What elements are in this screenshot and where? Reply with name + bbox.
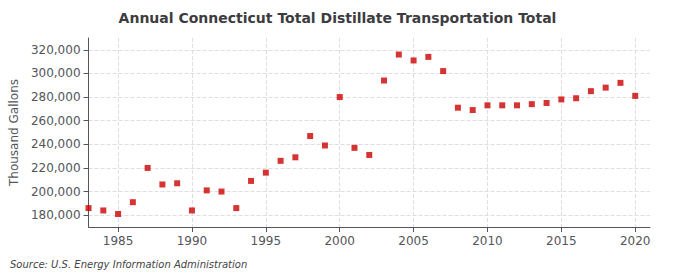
svg-text:320,000: 320,000 bbox=[31, 43, 81, 57]
svg-text:2000: 2000 bbox=[324, 234, 355, 248]
svg-text:200,000: 200,000 bbox=[31, 185, 81, 199]
svg-text:2005: 2005 bbox=[398, 234, 429, 248]
svg-text:260,000: 260,000 bbox=[31, 114, 81, 128]
svg-text:280,000: 280,000 bbox=[31, 90, 81, 104]
svg-text:240,000: 240,000 bbox=[31, 137, 81, 151]
svg-text:1985: 1985 bbox=[103, 234, 134, 248]
svg-text:220,000: 220,000 bbox=[31, 161, 81, 175]
svg-text:300,000: 300,000 bbox=[31, 66, 81, 80]
svg-text:1995: 1995 bbox=[251, 234, 282, 248]
svg-text:Thousand Gallons: Thousand Gallons bbox=[7, 79, 21, 187]
svg-text:1990: 1990 bbox=[177, 234, 208, 248]
svg-text:Source: U.S. Energy Informatio: Source: U.S. Energy Information Administ… bbox=[10, 259, 247, 270]
svg-text:Annual Connecticut Total Disti: Annual Connecticut Total Distillate Tran… bbox=[119, 10, 557, 26]
svg-text:180,000: 180,000 bbox=[31, 208, 81, 222]
svg-text:2020: 2020 bbox=[620, 234, 651, 248]
svg-text:2015: 2015 bbox=[546, 234, 577, 248]
svg-text:2010: 2010 bbox=[472, 234, 503, 248]
